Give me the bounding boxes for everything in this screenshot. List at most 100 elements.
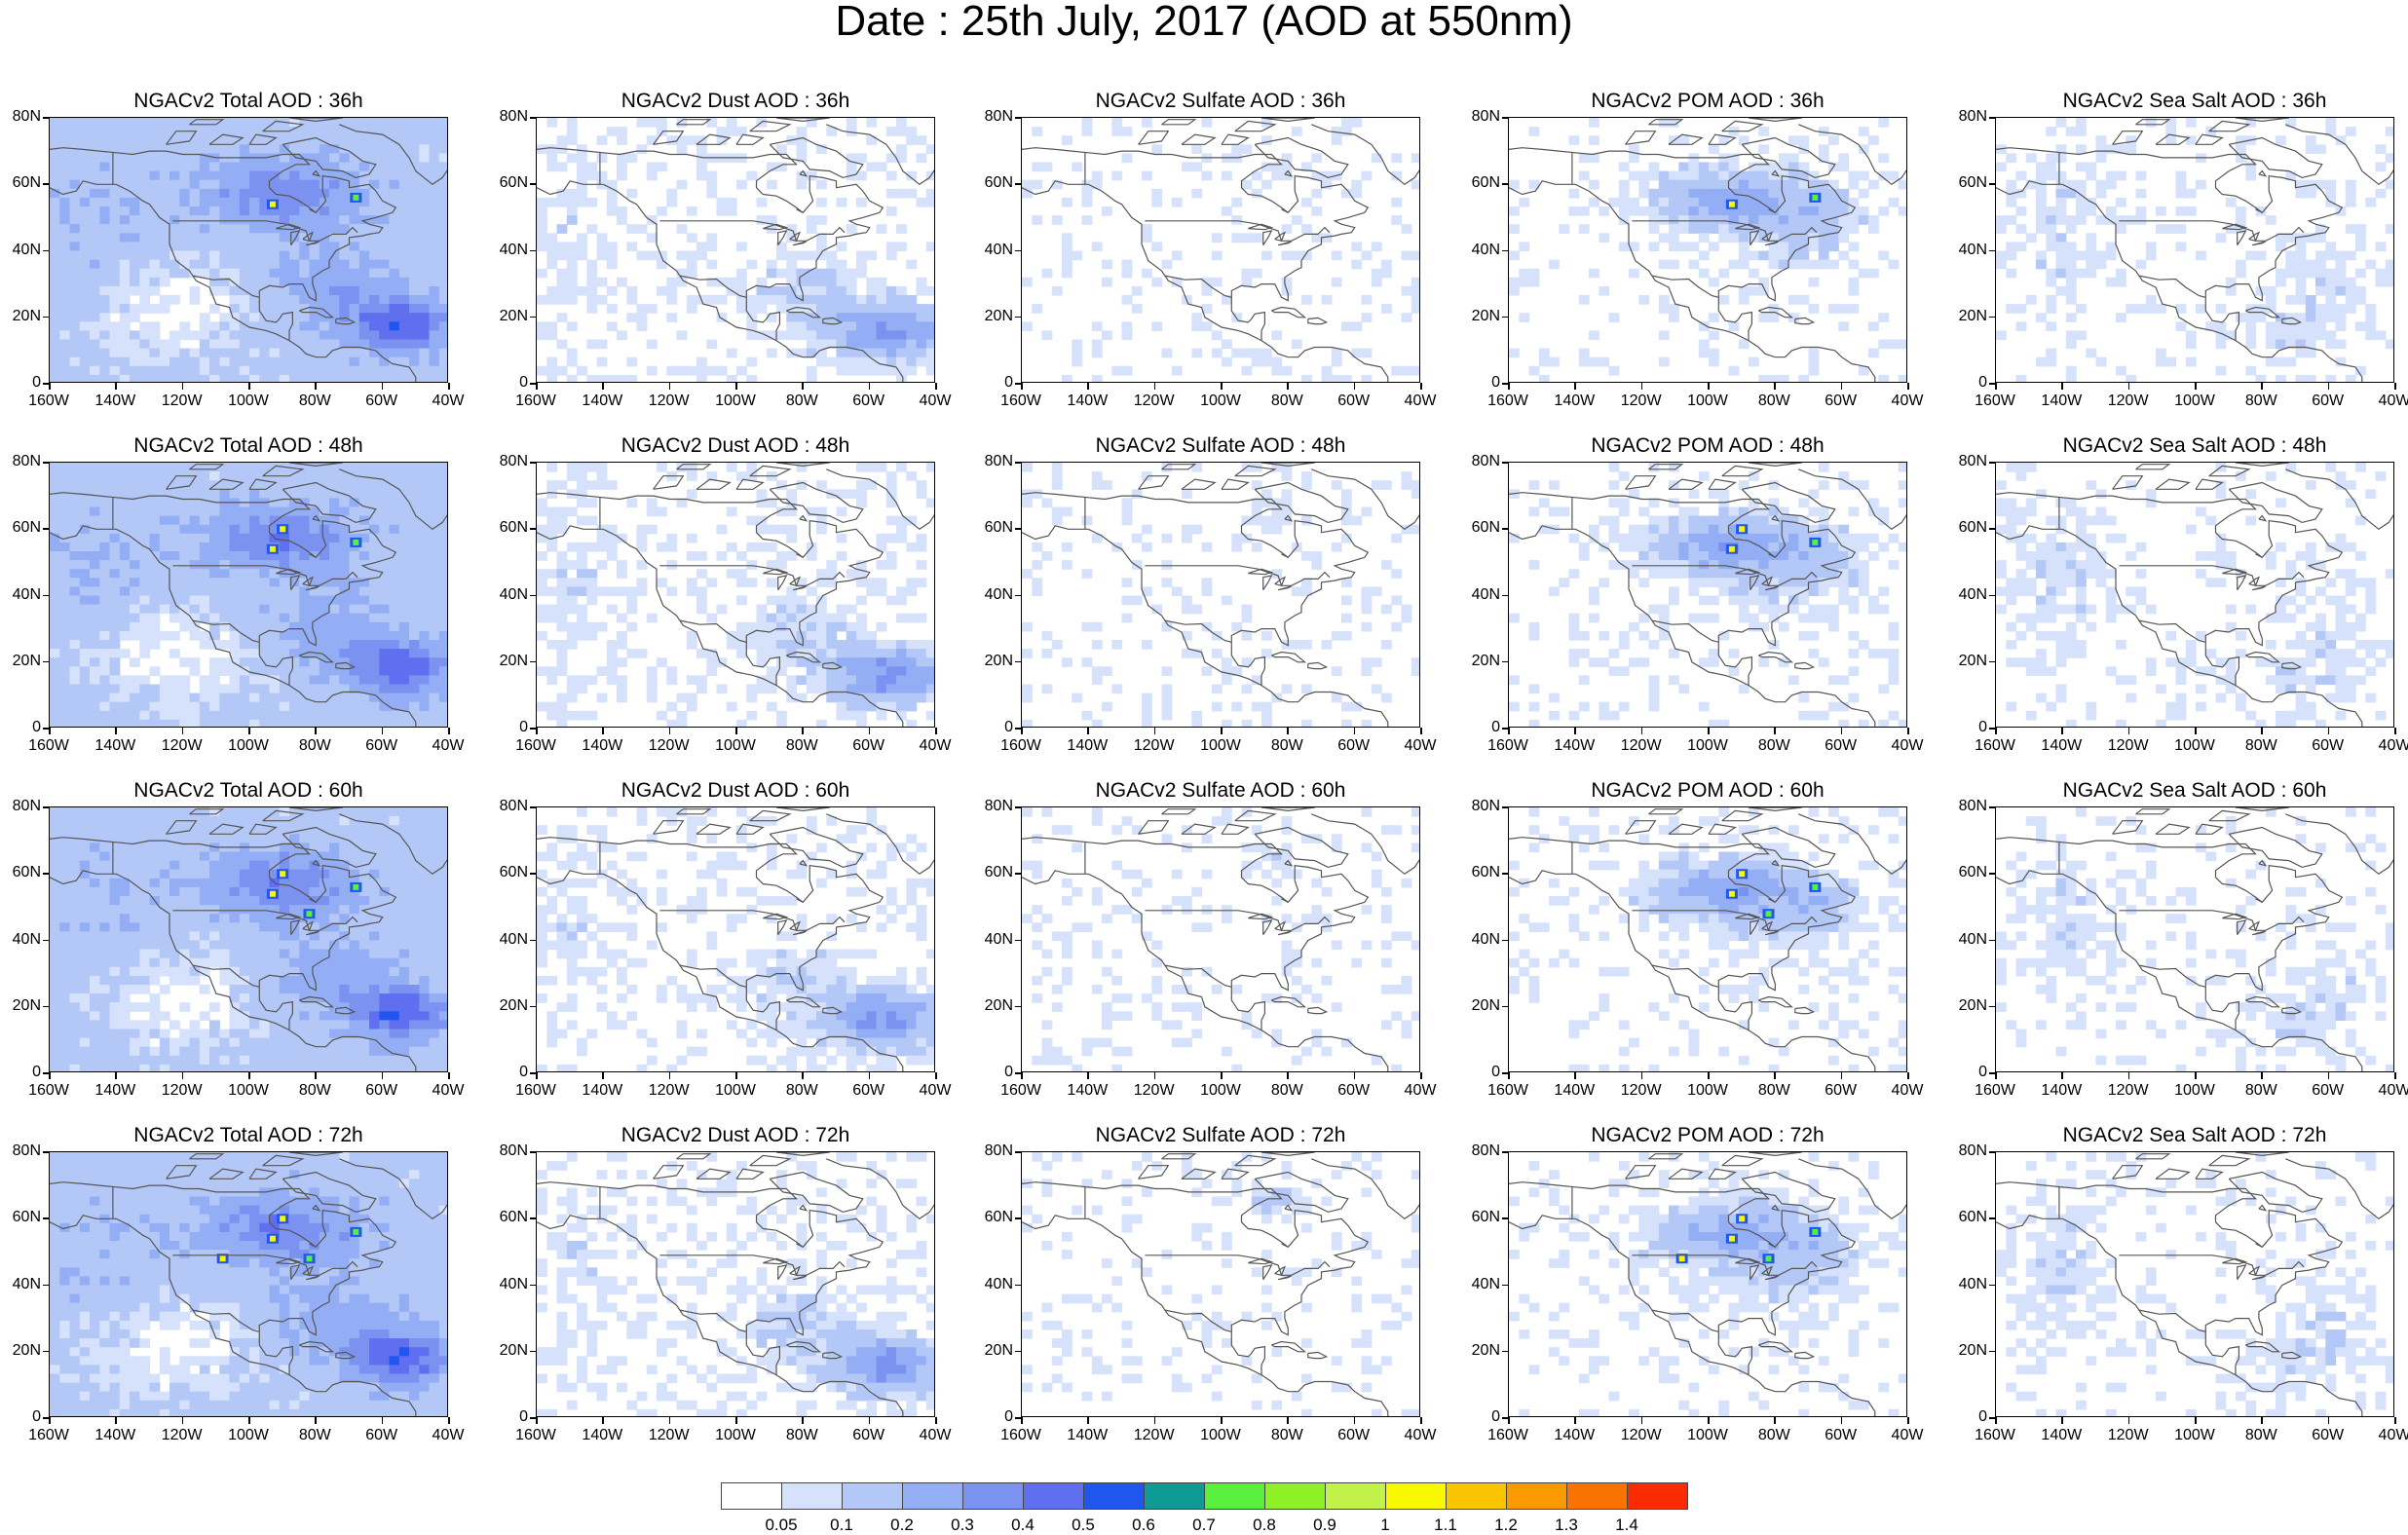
lon-tick-label: 140W [1545,393,1603,410]
lon-tick [1508,1072,1510,1079]
lon-tick [2261,1072,2263,1079]
lon-tick-label: 80W [772,1082,831,1100]
lat-tick [530,317,536,318]
lon-tick-label: 140W [86,737,144,755]
aod-field-map [1509,1152,1907,1417]
lat-tick-label: 20N [1455,653,1500,670]
lon-tick [935,1072,937,1079]
lon-tick [869,383,871,390]
lat-tick-label: 40N [483,242,528,259]
lon-tick-label: 40W [2365,1427,2408,1444]
colorbar-label: 1.4 [1598,1516,1656,1535]
lon-tick-label: 140W [86,393,144,410]
lon-tick-label: 60W [1812,737,1870,755]
lat-tick [1989,250,1995,252]
lat-tick-label: 80N [483,1142,528,1160]
lon-tick [602,1417,604,1424]
lon-tick [49,383,51,390]
lat-tick-label: 60N [483,174,528,192]
lat-tick [1989,183,1995,185]
lon-tick [1354,1072,1356,1079]
lon-tick [315,383,317,390]
lon-tick-label: 100W [219,1427,278,1444]
lon-tick [1708,1417,1710,1424]
lat-tick [530,1285,536,1287]
lon-tick-label: 60W [840,393,898,410]
lon-tick-label: 40W [906,393,964,410]
lon-tick [448,383,450,390]
lon-tick-label: 80W [1745,1082,1803,1100]
lon-tick [1087,728,1089,734]
aod-field-map [1509,118,1907,383]
lon-tick [49,1417,51,1424]
lon-tick [2261,728,2263,734]
lon-tick-label: 40W [906,1082,964,1100]
lon-tick [382,383,384,390]
lat-tick-label: 60N [968,864,1013,881]
lon-tick [1221,1417,1223,1424]
lon-tick [935,1417,937,1424]
lon-tick-label: 140W [2032,737,2090,755]
lon-tick-label: 160W [19,1082,78,1100]
lat-tick [530,117,536,119]
colorbar-swatch [1023,1482,1084,1510]
panel-title: NGACv2 Total AOD : 36h [49,90,448,113]
lon-tick-label: 160W [507,737,565,755]
lat-tick [1989,1151,1995,1153]
lat-tick [530,1006,536,1008]
lat-tick-label: 60N [0,519,41,537]
lat-tick-label: 80N [968,1142,1013,1160]
lat-tick-label: 20N [968,1342,1013,1360]
lon-tick [2328,1417,2330,1424]
lat-tick-label: 40N [968,586,1013,604]
lat-tick-label: 0 [0,719,41,736]
lat-tick [1502,528,1508,530]
lon-tick [1021,383,1023,390]
lon-tick-label: 140W [1058,393,1116,410]
lon-tick [802,1072,804,1079]
lat-tick [530,1151,536,1153]
colorbar-label: 1 [1356,1516,1414,1535]
lat-tick [1989,117,1995,119]
lat-tick [43,940,49,942]
lat-tick-label: 0 [968,1064,1013,1081]
lon-tick [49,728,51,734]
map-plot-area [1995,117,2394,383]
lon-tick [248,728,250,734]
lat-tick [1015,595,1021,597]
lon-tick-label: 40W [2365,393,2408,410]
lat-tick-label: 20N [1455,308,1500,325]
panel-title: NGACv2 Total AOD : 72h [49,1124,448,1147]
lat-tick-label: 40N [1942,586,1987,604]
lon-tick-label: 40W [1391,1427,1449,1444]
lon-tick [1641,1072,1643,1079]
lon-tick-label: 160W [992,393,1050,410]
lon-tick-label: 120W [640,1427,698,1444]
map-plot-area [1021,1151,1420,1417]
lat-tick-label: 20N [0,1342,41,1360]
lat-tick-label: 40N [968,1276,1013,1293]
map-plot-area [1995,462,2394,728]
lon-tick [1774,383,1776,390]
lat-tick [1015,317,1021,318]
lon-tick [315,1417,317,1424]
lat-tick-label: 40N [0,1276,41,1293]
lon-tick-label: 160W [19,737,78,755]
lon-tick [182,383,184,390]
lon-tick-label: 40W [419,393,477,410]
colorbar-swatch [962,1482,1024,1510]
lat-tick [1015,1285,1021,1287]
lon-tick [1641,383,1643,390]
lon-tick [1420,728,1422,734]
lon-tick-label: 60W [840,737,898,755]
lon-tick-label: 100W [1191,393,1250,410]
lon-tick-label: 60W [1325,1082,1383,1100]
lon-tick [669,383,671,390]
